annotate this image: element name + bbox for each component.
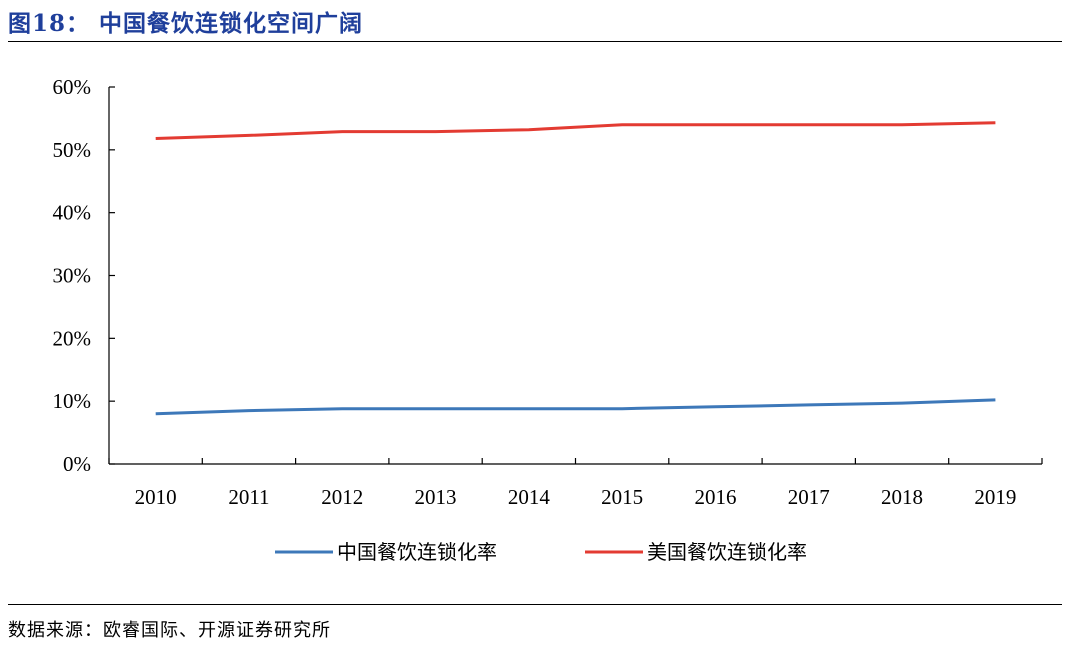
y-tick-label: 50% xyxy=(53,138,92,162)
data-source-note: 数据来源：欧睿国际、开源证券研究所 xyxy=(8,620,331,641)
x-tick-label: 2019 xyxy=(974,485,1016,509)
y-axis-ticks: 0% 10% 20% 30% 40% 50% 60% xyxy=(53,75,115,476)
source-divider xyxy=(8,604,1062,605)
x-tick-label: 2014 xyxy=(508,485,551,509)
series-line-china xyxy=(155,398,996,416)
figure-title: 图18： 中国餐饮连锁化空间广阔 xyxy=(8,10,364,37)
title-divider xyxy=(8,41,1062,42)
x-tick-label: 2018 xyxy=(881,485,923,509)
x-tick-label: 2015 xyxy=(601,485,643,509)
legend-label: 中国餐饮连锁化率 xyxy=(337,540,497,564)
line-chart: 0%10%20%30%40%50%60% 2010 2011 2012 2013 201… xyxy=(53,75,1043,564)
y-tick-label: 20% xyxy=(53,326,92,350)
x-axis-ticks: 2010 2011 2012 2013 2014 2015 2016 2017 2018 2019 xyxy=(108,458,1043,509)
y-tick-label: 10% xyxy=(53,389,92,413)
x-tick-label: 2013 xyxy=(415,485,457,509)
y-tick-label: 0% xyxy=(63,452,91,476)
y-tick-label: 40% xyxy=(53,201,92,225)
chart-legend: 中国餐饮连锁化率 美国餐饮连锁化率 xyxy=(275,540,807,564)
y-tick-label: 30% xyxy=(53,264,92,288)
series-line-usa xyxy=(155,121,996,140)
x-tick-label: 2017 xyxy=(788,485,830,509)
x-tick-label: 2011 xyxy=(228,485,269,509)
x-tick-label: 2010 xyxy=(135,485,177,509)
x-tick-label: 2016 xyxy=(694,485,736,509)
y-tick-label: 60% xyxy=(53,75,92,99)
legend-label: 美国餐饮连锁化率 xyxy=(647,540,807,564)
series-lines xyxy=(155,121,996,416)
x-tick-label: 2012 xyxy=(321,485,363,509)
